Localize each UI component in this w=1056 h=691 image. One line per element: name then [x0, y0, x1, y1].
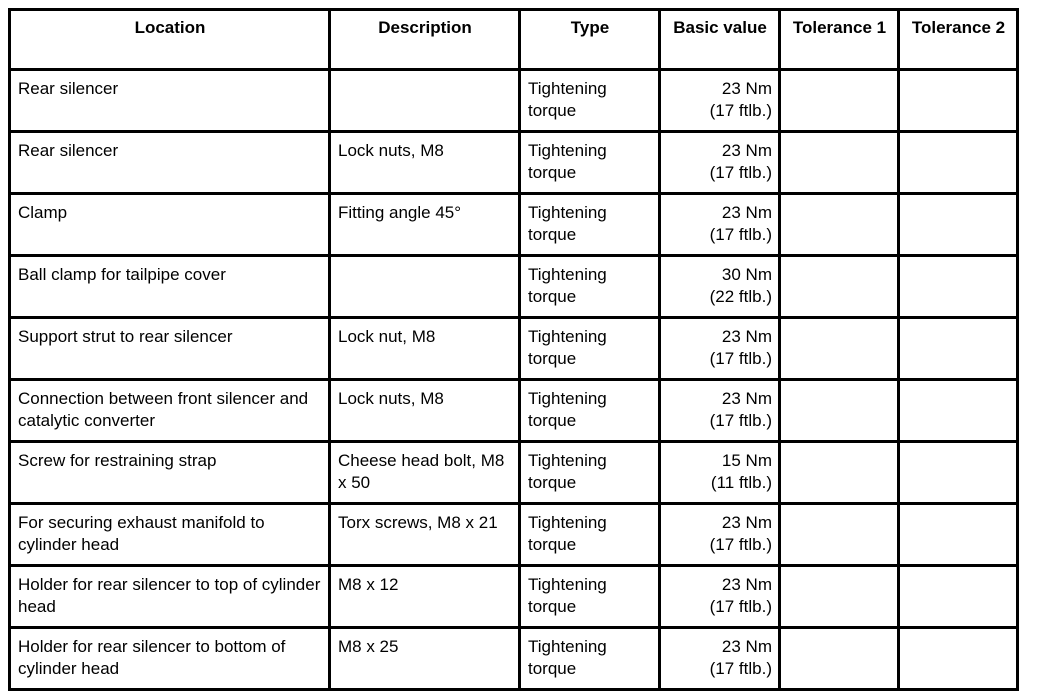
column-header: Location [8, 8, 331, 71]
location-cell: Clamp [8, 192, 331, 257]
location-cell: Rear silencer [8, 130, 331, 195]
basic-value-cell: 30 Nm (22 ftlb.) [658, 254, 781, 319]
type-cell: Tightening torque [518, 316, 661, 381]
table-row: Holder for rear silencer to bottom of cy… [8, 626, 1019, 691]
basic-value-cell: 23 Nm (17 ftlb.) [658, 316, 781, 381]
tolerance-cell [778, 254, 900, 319]
description-cell: Lock nut, M8 [328, 316, 521, 381]
type-cell: Tightening torque [518, 564, 661, 629]
column-header: Basic value [658, 8, 781, 71]
location-cell: Support strut to rear silencer [8, 316, 331, 381]
location-cell: Connection between front silencer and ca… [8, 378, 331, 443]
type-cell: Tightening torque [518, 192, 661, 257]
tolerance-cell [778, 316, 900, 381]
column-header: Type [518, 8, 661, 71]
tolerance-cell [897, 316, 1019, 381]
description-cell: Torx screws, M8 x 21 [328, 502, 521, 567]
tolerance-cell [778, 192, 900, 257]
tolerance-cell [897, 192, 1019, 257]
location-cell: Holder for rear silencer to top of cylin… [8, 564, 331, 629]
basic-value-cell: 23 Nm (17 ftlb.) [658, 192, 781, 257]
column-header: Description [328, 8, 521, 71]
location-cell: Ball clamp for tailpipe cover [8, 254, 331, 319]
location-cell: Holder for rear silencer to bottom of cy… [8, 626, 331, 691]
basic-value-cell: 23 Nm (17 ftlb.) [658, 626, 781, 691]
type-cell: Tightening torque [518, 440, 661, 505]
description-cell: M8 x 12 [328, 564, 521, 629]
location-cell: Screw for restraining strap [8, 440, 331, 505]
tolerance-cell [897, 130, 1019, 195]
type-cell: Tightening torque [518, 130, 661, 195]
type-cell: Tightening torque [518, 626, 661, 691]
tolerance-cell [778, 564, 900, 629]
tolerance-cell [897, 254, 1019, 319]
basic-value-cell: 23 Nm (17 ftlb.) [658, 130, 781, 195]
description-cell: Fitting angle 45° [328, 192, 521, 257]
tolerance-cell [778, 502, 900, 567]
basic-value-cell: 23 Nm (17 ftlb.) [658, 378, 781, 443]
tolerance-cell [897, 68, 1019, 133]
column-header: Tolerance 2 [897, 8, 1019, 71]
tolerance-cell [897, 626, 1019, 691]
basic-value-cell: 23 Nm (17 ftlb.) [658, 564, 781, 629]
type-cell: Tightening torque [518, 68, 661, 133]
basic-value-cell: 23 Nm (17 ftlb.) [658, 502, 781, 567]
table-row: For securing exhaust manifold to cylinde… [8, 502, 1019, 567]
table-row: Rear silencer Tightening torque 23 Nm (17 … [8, 68, 1019, 133]
table-row: Screw for restraining strap Cheese head b… [8, 440, 1019, 505]
tolerance-cell [778, 68, 900, 133]
description-cell: M8 x 25 [328, 626, 521, 691]
tolerance-cell [897, 440, 1019, 505]
table-row: Holder for rear silencer to top of cylin… [8, 564, 1019, 629]
basic-value-cell: 23 Nm (17 ftlb.) [658, 68, 781, 133]
basic-value-cell: 15 Nm (11 ftlb.) [658, 440, 781, 505]
description-cell: Lock nuts, M8 [328, 378, 521, 443]
table-row: Support strut to rear silencer Lock nut, … [8, 316, 1019, 381]
table-row: Connection between front silencer and ca… [8, 378, 1019, 443]
page: Location Description Type Basic value Tolera… [8, 8, 1019, 691]
description-cell [328, 68, 521, 133]
torque-table: Location Description Type Basic value Tolera… [8, 8, 1019, 691]
location-cell: Rear silencer [8, 68, 331, 133]
header-row: Location Description Type Basic value Tolera… [8, 8, 1019, 71]
table-row: Rear silencer Lock nuts, M8 Tightening tor… [8, 130, 1019, 195]
description-cell [328, 254, 521, 319]
tolerance-cell [897, 502, 1019, 567]
tolerance-cell [778, 130, 900, 195]
tolerance-cell [778, 626, 900, 691]
type-cell: Tightening torque [518, 254, 661, 319]
column-header: Tolerance 1 [778, 8, 900, 71]
table-row: Ball clamp for tailpipe cover Tightening … [8, 254, 1019, 319]
description-cell: Cheese head bolt, M8 x 50 [328, 440, 521, 505]
type-cell: Tightening torque [518, 502, 661, 567]
location-cell: For securing exhaust manifold to cylinde… [8, 502, 331, 567]
tolerance-cell [778, 378, 900, 443]
table-body: Rear silencer Tightening torque 23 Nm (17 … [8, 68, 1019, 691]
tolerance-cell [897, 564, 1019, 629]
type-cell: Tightening torque [518, 378, 661, 443]
table-row: Clamp Fitting angle 45° Tightening torque 2… [8, 192, 1019, 257]
tolerance-cell [897, 378, 1019, 443]
description-cell: Lock nuts, M8 [328, 130, 521, 195]
tolerance-cell [778, 440, 900, 505]
